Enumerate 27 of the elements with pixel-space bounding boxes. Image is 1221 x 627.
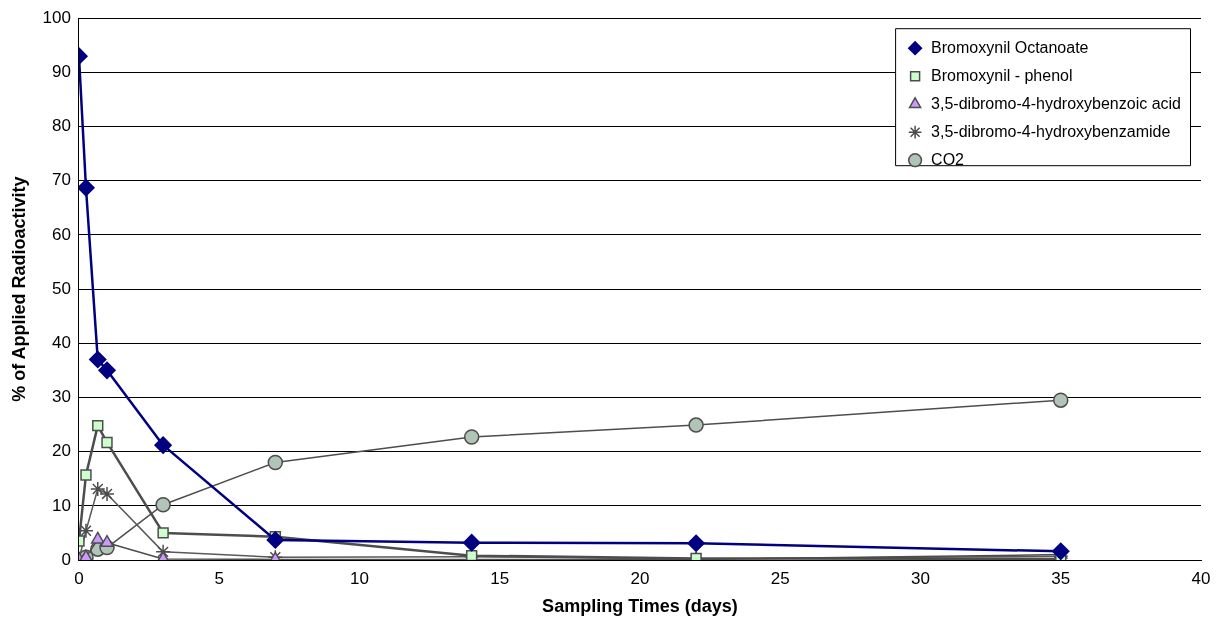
y-tick-label: 80 xyxy=(52,116,71,136)
x-tick-label: 25 xyxy=(770,568,790,588)
y-tick-label: 60 xyxy=(52,224,71,244)
y-tick-label: 90 xyxy=(52,62,71,82)
y-tick-label: 30 xyxy=(52,387,71,407)
x-tick-label: 40 xyxy=(1191,568,1211,588)
x-tick-label: 0 xyxy=(74,568,84,588)
x-tick-label: 35 xyxy=(1051,568,1071,588)
legend-label: CO2 xyxy=(931,150,965,168)
x-axis-title: Sampling Times (days) xyxy=(542,596,738,617)
y-tick-label: 100 xyxy=(42,7,71,27)
x-tick-label: 5 xyxy=(214,568,224,588)
legend-label: 3,5-dibromo-4-hydroxybenzamide xyxy=(931,122,1171,140)
y-tick-label: 10 xyxy=(52,495,71,515)
y-tick-label: 40 xyxy=(52,332,71,352)
y-tick-label: 20 xyxy=(52,441,71,461)
legend-label: Bromoxynil Octanoate xyxy=(931,38,1089,56)
x-tick-label: 15 xyxy=(490,568,510,588)
x-tick-label: 30 xyxy=(911,568,930,588)
x-tick-label: 10 xyxy=(350,568,369,588)
y-tick-label: 50 xyxy=(52,278,71,298)
y-tick-label: 70 xyxy=(52,170,71,190)
x-tick-label: 20 xyxy=(630,568,650,588)
y-axis-title: % of Applied Radioactivity xyxy=(8,176,29,402)
legend-label: Bromoxynil - phenol xyxy=(931,66,1073,84)
legend-label: 3,5-dibromo-4-hydroxybenzoic acid xyxy=(931,94,1182,112)
y-tick-label: 0 xyxy=(61,549,71,569)
